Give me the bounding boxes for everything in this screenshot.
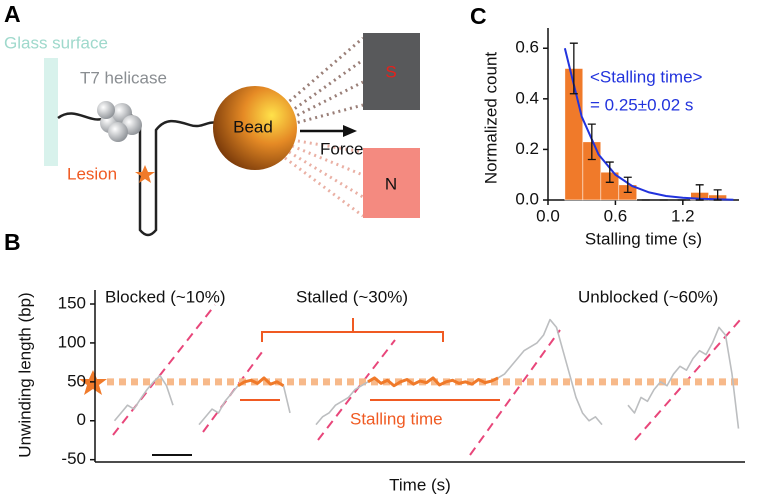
glass-surface <box>44 58 58 166</box>
annotation: Stalling time <box>350 409 443 428</box>
panel-label: B <box>4 229 21 255</box>
x-axis-label: Time (s) <box>389 475 451 494</box>
y-tick-label: 0.0 <box>515 189 539 208</box>
trace <box>237 376 285 388</box>
glass-label: Glass surface <box>4 33 108 52</box>
panel-label: A <box>4 1 21 27</box>
annotation: Blocked (~10%) <box>105 287 225 306</box>
error-bar <box>713 189 722 201</box>
magnet-label: S <box>385 62 396 81</box>
error-bar <box>623 176 632 194</box>
trace <box>627 326 740 429</box>
fit-curve <box>563 47 734 201</box>
magnet-n <box>363 148 420 218</box>
panel-label: C <box>470 3 487 29</box>
arrow-head <box>343 125 357 137</box>
helicase <box>97 101 142 142</box>
helicase-label: T7 helicase <box>80 68 167 87</box>
y-tick-label: 0.6 <box>515 38 539 57</box>
error-bar <box>695 184 704 201</box>
annotation: Stalled (~30%) <box>296 287 408 306</box>
y-tick-label: 0 <box>77 410 86 429</box>
y-tick-label: 0.4 <box>515 88 539 107</box>
x-axis-label: Stalling time (s) <box>585 229 702 248</box>
bead-label: Bead <box>233 117 273 136</box>
annotation: = 0.25±0.02 s <box>590 95 693 114</box>
y-axis-label: Normalized count <box>481 52 500 185</box>
y-tick-label: -50 <box>61 449 86 468</box>
field-lines <box>284 36 364 218</box>
lesion-label: Lesion <box>67 164 117 183</box>
x-tick-label: 0.0 <box>536 206 560 225</box>
y-tick-label: 0.2 <box>515 139 539 158</box>
bead <box>213 86 297 170</box>
force-label: Force <box>320 139 363 158</box>
x-tick-label: 1.2 <box>671 206 695 225</box>
y-axis-label: Unwinding length (bp) <box>15 292 34 457</box>
error-bar <box>587 123 596 161</box>
y-tick-label: 100 <box>58 332 86 351</box>
y-tick-label: 50 <box>67 371 86 390</box>
trace <box>113 374 174 422</box>
x-tick-label: 0.6 <box>604 206 628 225</box>
error-bar <box>605 161 614 183</box>
bracket <box>240 318 500 401</box>
y-tick-label: 150 <box>58 293 86 312</box>
annotation: <Stalling time> <box>590 67 703 86</box>
lesion-star <box>135 165 155 183</box>
annotation: Unblocked (~60%) <box>578 287 718 306</box>
magnet-label: N <box>385 174 397 193</box>
magnet-s <box>363 33 420 110</box>
trace <box>367 376 499 388</box>
diagram: Glass surface T7 helicase Bead Force S N… <box>4 33 420 237</box>
error-bar <box>569 42 578 95</box>
